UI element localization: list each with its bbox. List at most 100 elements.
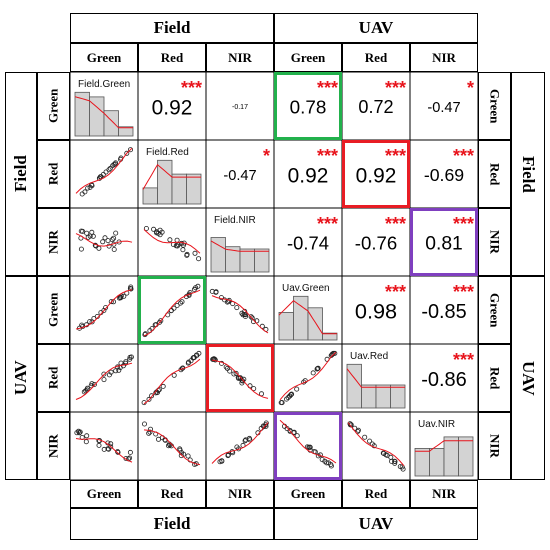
scatter-point — [288, 392, 294, 398]
scatter-point — [177, 446, 183, 452]
histogram-bar — [414, 447, 430, 477]
histogram-bar — [186, 173, 202, 205]
scatter-point — [195, 283, 201, 289]
smooth-line — [143, 229, 201, 254]
scatter-point — [103, 305, 109, 311]
smooth-line — [75, 289, 133, 330]
scatter-point — [108, 299, 114, 305]
significance-stars: *** — [453, 282, 474, 302]
scatter-point — [380, 450, 386, 456]
scatter-point — [213, 289, 219, 295]
scatter-point — [196, 256, 202, 262]
diagonal-variable-label: Uav.NIR — [418, 419, 455, 430]
scatter-point — [100, 172, 106, 178]
highlight-box-red — [342, 140, 410, 208]
scatter-point — [231, 371, 237, 377]
scatter-point — [106, 243, 112, 249]
diagonal-variable-label: Uav.Green — [282, 283, 330, 294]
scatter-point — [116, 367, 122, 373]
significance-stars: *** — [317, 146, 338, 166]
significance-stars: *** — [453, 350, 474, 370]
correlation-value: -0.85 — [421, 301, 466, 323]
scatter-point — [247, 437, 253, 443]
scatter-point — [78, 228, 84, 234]
scatter-point — [367, 438, 373, 444]
scatter-point — [185, 453, 191, 459]
left-group-header-field: Field — [5, 72, 37, 276]
scatter-point — [110, 163, 116, 169]
scatter-point — [74, 430, 80, 436]
histogram-bar — [443, 436, 459, 477]
diagonal-variable-label: Uav.Red — [350, 351, 388, 362]
scatter-point — [124, 150, 130, 156]
significance-stars: *** — [453, 146, 474, 166]
histogram-bar — [390, 384, 406, 409]
scatter-point — [78, 246, 84, 252]
significance-stars: *** — [453, 214, 474, 234]
scatter-point — [108, 369, 114, 375]
scatter-point — [84, 385, 90, 391]
scatter-point — [171, 372, 177, 378]
left-row-header: NIR — [37, 412, 70, 480]
scatter-point — [233, 370, 239, 376]
scatter-point — [278, 400, 284, 406]
scatter-point — [127, 449, 133, 455]
correlation-value: -0.47 — [427, 100, 460, 116]
scatter-point — [106, 167, 112, 173]
scatter-point — [235, 375, 241, 381]
scatter-point — [190, 355, 196, 361]
highlight-box-green — [138, 276, 206, 344]
scatter-point — [102, 235, 108, 241]
smooth-line — [143, 289, 201, 337]
scatter-point — [223, 364, 229, 370]
left-group-header-uav: UAV — [5, 276, 37, 480]
correlation-value: -0.76 — [355, 232, 397, 253]
histogram-bar — [361, 384, 377, 409]
scatter-point — [87, 319, 93, 325]
scatter-point — [225, 452, 231, 458]
scatter-point — [128, 286, 134, 292]
smooth-line — [211, 359, 269, 399]
significance-stars: * — [467, 78, 474, 98]
right-group-header-field: Field — [511, 72, 545, 276]
histogram-bar — [254, 248, 270, 273]
scatter-point — [324, 460, 330, 466]
smooth-line — [347, 422, 405, 467]
scatter-point — [283, 396, 289, 402]
left-row-header: NIR — [37, 208, 70, 276]
correlation-value: 0.92 — [356, 164, 397, 187]
scatter-point — [392, 460, 398, 466]
scatter-point — [294, 433, 300, 439]
significance-stars: *** — [317, 78, 338, 98]
significance-stars: *** — [385, 78, 406, 98]
scatter-point — [118, 294, 124, 300]
histogram-bar — [171, 173, 187, 205]
scatter-point — [149, 393, 155, 399]
correlation-value: -0.74 — [287, 232, 329, 253]
scatter-point — [287, 393, 293, 399]
scatter-point — [79, 322, 85, 328]
significance-stars: *** — [385, 214, 406, 234]
scatter-point — [112, 161, 118, 167]
scatter-point — [217, 459, 223, 465]
density-curve — [142, 163, 201, 190]
left-row-header: Red — [37, 140, 70, 208]
highlight-box-purple — [274, 412, 342, 480]
scatter-point — [227, 368, 233, 374]
top-column-header: Green — [70, 43, 138, 72]
scatter-point — [113, 368, 119, 374]
scatter-point — [194, 352, 200, 358]
diagonal-variable-label: Field.NIR — [214, 215, 256, 226]
bottom-group-header-field: Field — [70, 508, 274, 540]
bottom-column-header: NIR — [206, 480, 274, 508]
scatter-point — [146, 430, 152, 436]
scatter-point — [240, 312, 246, 318]
smooth-line — [75, 362, 133, 400]
scatter-point — [85, 234, 91, 240]
smooth-line — [211, 422, 269, 464]
significance-stars: *** — [385, 282, 406, 302]
correlation-value: 0.72 — [358, 97, 393, 117]
top-group-header-field: Field — [70, 13, 274, 43]
smooth-line — [75, 147, 133, 194]
histogram-bar — [142, 187, 158, 205]
